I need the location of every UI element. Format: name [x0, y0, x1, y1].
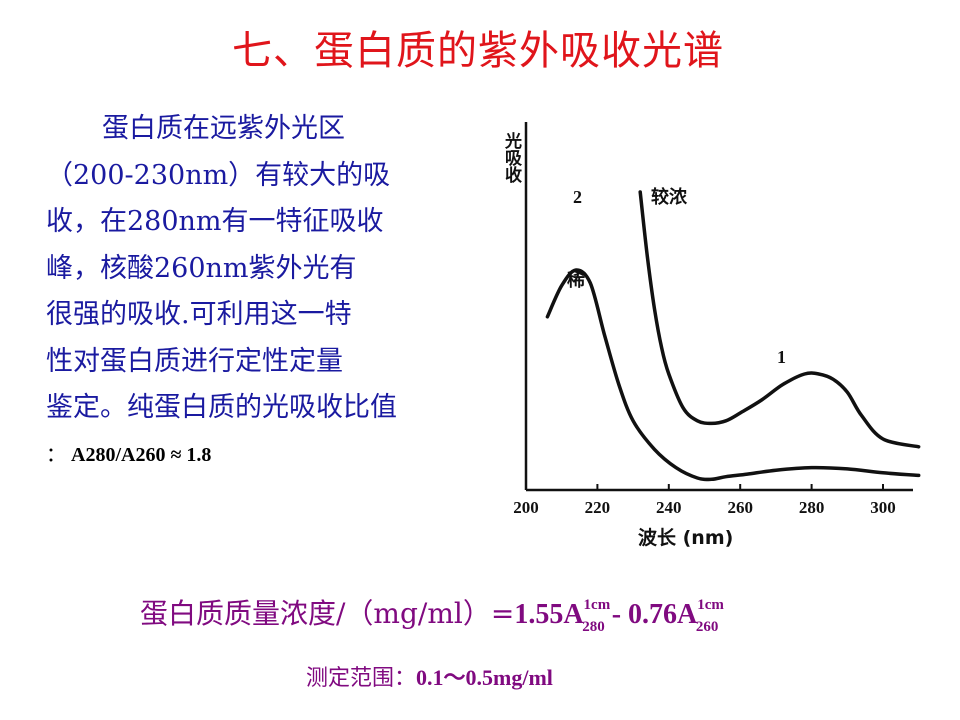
formula-coef-2: 0.76A — [628, 599, 698, 630]
ratio-prefix: ： — [46, 443, 66, 466]
slide-title: 七、蛋白质的紫外吸收光谱 — [232, 28, 724, 74]
curve-1-number: 1 — [777, 347, 786, 367]
formula-minus: - — [604, 599, 629, 630]
y-axis-label: 光吸收 — [501, 131, 523, 184]
body-line-5: 很强的吸收.可利用这一特 — [46, 299, 352, 330]
x-tick-label-240: 240 — [656, 498, 682, 517]
x-tick-label-220: 220 — [585, 498, 611, 517]
formula-sup-2: 1cm — [697, 597, 724, 613]
curve-2-number: 2 — [573, 187, 582, 207]
formula-coef-1: 1.55A — [514, 599, 584, 630]
curve-2 — [545, 268, 921, 482]
body-text: 蛋白质在远紫外光区 （200-230nm）有较大的吸 收，在280nm有一特征吸… — [46, 106, 426, 478]
formula-label: 蛋白质质量浓度/（mg/ml）= — [140, 597, 515, 630]
x-tick-label-200: 200 — [513, 498, 539, 517]
body-line-3: 收，在280nm有一特征吸收 — [46, 206, 384, 237]
absorption-spectrum-figure: 200 220 240 260 280 300 光吸收波长 (nm) 2 稀 1 较浓 — [493, 92, 953, 566]
curve-1 — [638, 190, 921, 449]
curve-1-label: 较浓 — [651, 186, 688, 208]
range-value: 0.1～0.5mg/ml — [416, 665, 553, 690]
body-line-7: 鉴定。纯蛋白质的光吸收比值 — [46, 392, 397, 423]
range-label: 测定范围： — [306, 666, 417, 691]
formula-sub-2: 260 — [695, 619, 719, 635]
x-tick-label-260: 260 — [727, 498, 753, 517]
concentration-formula: 蛋白质质量浓度/（mg/ml）=1.55A1cm280 - 0.76A1cm26… — [140, 592, 724, 635]
ratio-value: A280/A260 ≈ 1.8 — [71, 443, 212, 466]
formula-sup-1: 1cm — [583, 597, 611, 613]
body-line-2: （200-230nm）有较大的吸 — [46, 159, 391, 191]
measurement-range: 测定范围：0.1～0.5mg/ml — [306, 660, 553, 692]
body-line-4: 峰，核酸260nm紫外光有 — [46, 252, 357, 284]
ratio-line: ： A280/A260 ≈ 1.8 — [46, 432, 426, 479]
x-tick-label-280: 280 — [799, 498, 825, 517]
x-tick-label-300: 300 — [870, 498, 896, 517]
body-line-6: 性对蛋白质进行定性定量 — [46, 345, 343, 377]
x-axis-label: 波长 (nm) — [638, 526, 733, 549]
body-line-1: 蛋白质在远紫外光区 — [102, 113, 345, 144]
curve-2-label: 稀 — [567, 269, 585, 291]
formula-sub-1: 280 — [582, 619, 605, 635]
